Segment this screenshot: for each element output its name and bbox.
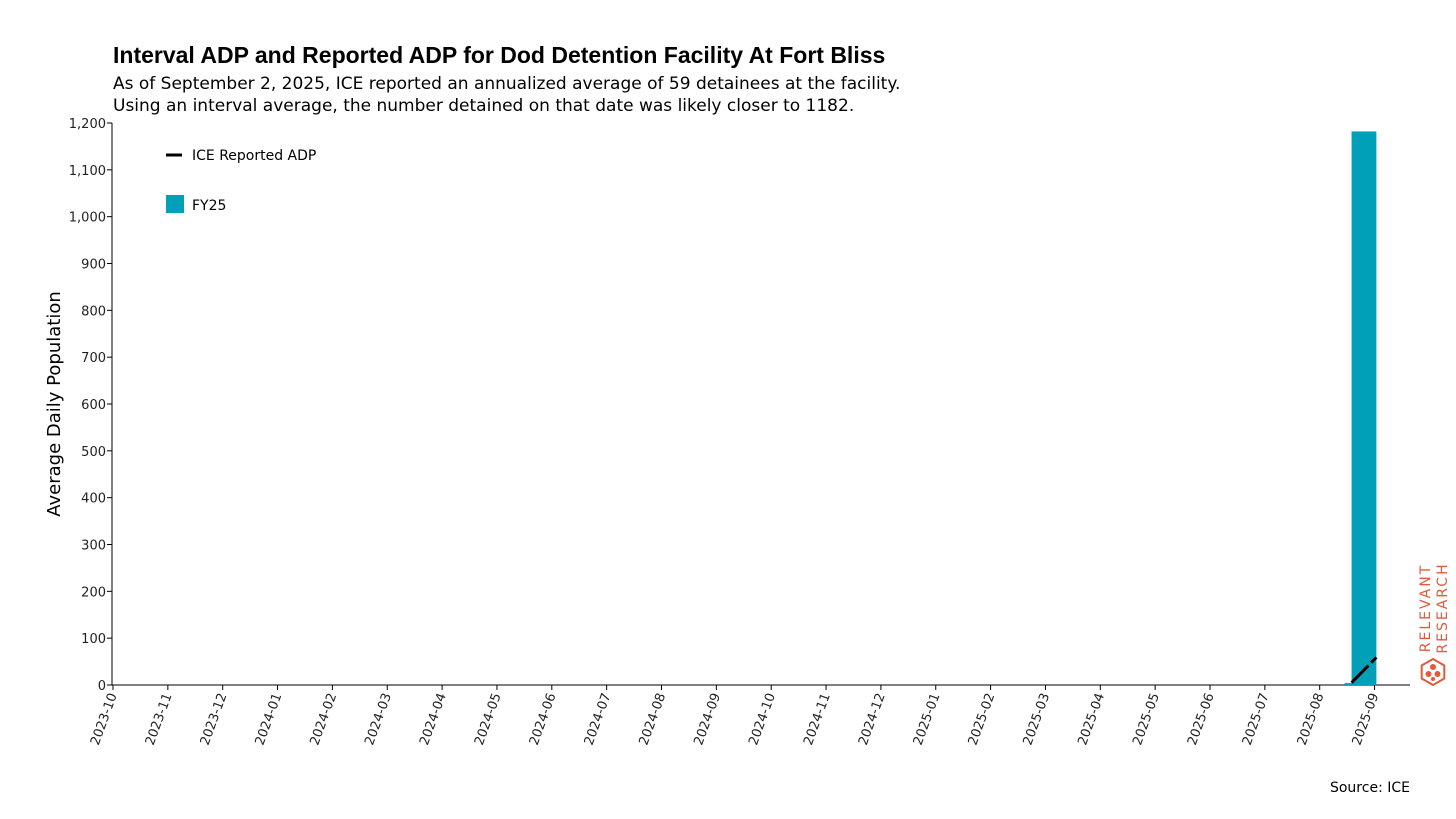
x-tick-label: 2023-12 <box>198 691 231 747</box>
y-tick-label: 900 <box>81 258 106 273</box>
logo-text-line-1: RELEVANT <box>1418 564 1434 653</box>
x-tick-label: 2024-09 <box>691 691 724 747</box>
bar <box>1351 131 1377 685</box>
x-tick-label: 2023-10 <box>88 691 121 747</box>
x-tick-label: 2024-05 <box>472 691 505 747</box>
plot-area: 0 100 200 300 400 500 600 700 800 900 1,000 1,100 1,… <box>69 117 1410 747</box>
chart-subtitle-line-2: Using an interval average, the number de… <box>113 96 854 116</box>
legend-label-ice-reported-adp: ICE Reported ADP <box>192 148 316 164</box>
y-tick-label: 1,200 <box>69 117 106 132</box>
y-tick-label: 400 <box>81 492 106 507</box>
x-tick-label: 2024-06 <box>527 691 560 747</box>
legend: ICE Reported ADP FY25 <box>166 148 316 214</box>
legend-swatch-fy25 <box>166 195 184 213</box>
x-tick-label: 2025-02 <box>966 691 999 747</box>
y-tick-label: 1,100 <box>69 164 106 179</box>
source-note: Source: ICE <box>1330 780 1410 796</box>
x-tick-label: 2024-02 <box>307 691 340 747</box>
y-tick-label: 1,000 <box>69 211 106 226</box>
x-tick-label: 2025-04 <box>1075 691 1108 747</box>
y-axis-title: Average Daily Population <box>44 291 65 516</box>
relevant-research-logo: RELEVANT RESEARCH <box>1418 562 1451 687</box>
x-tick-label: 2023-11 <box>143 691 176 747</box>
y-tick-label: 300 <box>81 539 106 554</box>
x-tick-label: 2025-09 <box>1350 691 1383 747</box>
x-tick-label: 2025-08 <box>1295 691 1328 747</box>
x-tick-label: 2024-01 <box>253 691 286 747</box>
chart-subtitle-line-1: As of September 2, 2025, ICE reported an… <box>113 74 900 94</box>
x-tick-label: 2024-11 <box>801 691 834 747</box>
y-tick-label: 600 <box>81 398 106 413</box>
hexagon-logo-icon <box>1420 657 1446 687</box>
x-tick-label: 2025-03 <box>1021 691 1054 747</box>
x-tick-label: 2024-12 <box>856 691 889 747</box>
x-tick-label: 2025-07 <box>1240 691 1273 747</box>
line-ice-reported-adp <box>1350 656 1378 684</box>
y-tick-label: 700 <box>81 351 106 366</box>
bar <box>1344 683 1352 685</box>
x-tick-label: 2024-07 <box>582 691 615 747</box>
x-tick-label: 2025-05 <box>1130 691 1163 747</box>
x-tick-label: 2024-10 <box>746 691 779 747</box>
x-tick-label: 2024-04 <box>417 691 450 747</box>
x-tick-label: 2024-08 <box>637 691 670 747</box>
y-tick-label: 200 <box>81 585 106 600</box>
legend-label-fy25: FY25 <box>192 198 226 214</box>
x-tick-label: 2025-06 <box>1185 691 1218 747</box>
y-tick-label: 800 <box>81 304 106 319</box>
chart-title: Interval ADP and Reported ADP for Dod De… <box>113 42 885 68</box>
y-tick-label: 500 <box>81 445 106 460</box>
logo-text-line-2: RESEARCH <box>1435 562 1451 653</box>
x-tick-label: 2025-01 <box>911 691 944 747</box>
y-tick-label: 0 <box>98 679 106 694</box>
y-tick-label: 100 <box>81 632 106 647</box>
x-tick-label: 2024-03 <box>362 691 395 747</box>
